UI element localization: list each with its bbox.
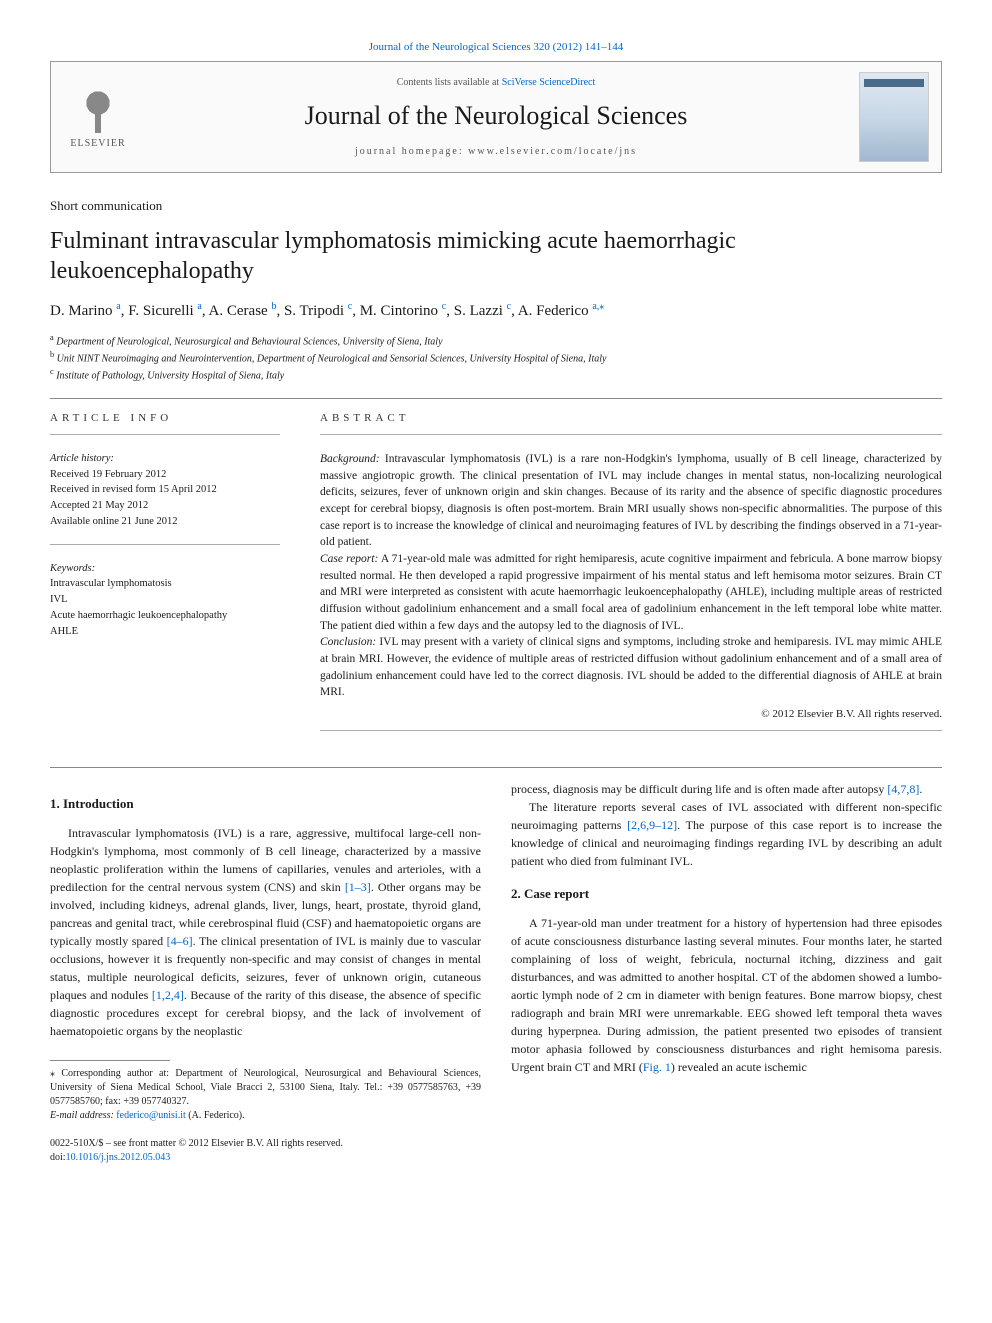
footer-doi: doi:10.1016/j.jns.2012.05.043 (50, 1151, 481, 1165)
rule-info-top (50, 434, 280, 435)
rule-1 (50, 398, 942, 399)
affiliations: a Department of Neurological, Neurosurgi… (50, 332, 942, 384)
journal-header: ELSEVIER Contents lists available at Sci… (50, 61, 942, 173)
case-para-1: A 71-year-old man under treatment for a … (511, 914, 942, 1076)
keywords-label: Keywords: (50, 561, 280, 577)
fig-ref-link[interactable]: Fig. 1 (643, 1060, 671, 1074)
publisher-logo: ELSEVIER (63, 77, 133, 157)
ref-link-4[interactable]: [4,7,8] (887, 782, 919, 796)
history-line: Available online 21 June 2012 (50, 514, 280, 530)
ref-link-3[interactable]: [1,2,4] (152, 988, 184, 1002)
col2-text-1a: process, diagnosis may be difficult duri… (511, 782, 887, 796)
article-type: Short communication (50, 197, 942, 215)
history-line: Received in revised form 15 April 2012 (50, 482, 280, 498)
doi-link[interactable]: 10.1016/j.jns.2012.05.043 (66, 1152, 171, 1163)
conclusion-text: IVL may present with a variety of clinic… (320, 636, 942, 698)
body-column-left: 1. Introduction Intravascular lymphomato… (50, 780, 481, 1165)
authors-list: D. Marino a, F. Sicurelli a, A. Cerase b… (50, 300, 942, 322)
conclusion-label: Conclusion: (320, 636, 376, 648)
abstract-label: ABSTRACT (320, 411, 942, 426)
case-label: Case report: (320, 553, 378, 565)
background-text: Intravascular lymphomatosis (IVL) is a r… (320, 453, 942, 548)
case-text: A 71-year-old male was admitted for righ… (320, 553, 942, 632)
history-line: Received 19 February 2012 (50, 467, 280, 483)
corr-mark: ⁎ (50, 1068, 55, 1079)
background-label: Background: (320, 453, 380, 465)
body-column-right: process, diagnosis may be difficult duri… (511, 780, 942, 1165)
corr-text: Corresponding author at: Department of N… (50, 1068, 481, 1107)
corresponding-mark: ⁎ (599, 301, 604, 312)
homepage-prefix: journal homepage: (355, 146, 468, 157)
abstract-text: Background: Intravascular lymphomatosis … (320, 451, 942, 701)
contents-prefix: Contents lists available at (397, 77, 502, 88)
homepage-line: journal homepage: www.elsevier.com/locat… (153, 145, 839, 159)
article-history: Article history: Received 19 February 20… (50, 451, 280, 530)
keyword-line: IVL (50, 592, 280, 608)
affiliation-line: b Unit NINT Neuroimaging and Neurointerv… (50, 349, 942, 366)
article-title: Fulminant intravascular lymphomatosis mi… (50, 226, 942, 286)
abstract-copyright: © 2012 Elsevier B.V. All rights reserved… (320, 707, 942, 722)
affiliation-line: c Institute of Pathology, University Hos… (50, 366, 942, 383)
intro-para-1: Intravascular lymphomatosis (IVL) is a r… (50, 824, 481, 1040)
authors-names: D. Marino a, F. Sicurelli a, A. Cerase b… (50, 303, 599, 319)
publisher-name: ELSEVIER (70, 137, 125, 151)
rule-abs-bot (320, 730, 942, 731)
keyword-line: Acute haemorrhagic leukoencephalopathy (50, 608, 280, 624)
body-columns: 1. Introduction Intravascular lymphomato… (50, 780, 942, 1165)
doi-label: doi: (50, 1152, 66, 1163)
ref-link-2[interactable]: [4–6] (167, 934, 193, 948)
col2-para-1: process, diagnosis may be difficult duri… (511, 780, 942, 798)
corresponding-mark-link[interactable]: ⁎ (599, 303, 604, 319)
header-center: Contents lists available at SciVerse Sci… (153, 76, 839, 158)
case-text-1b: ) revealed an acute ischemic (671, 1060, 807, 1074)
intro-heading: 1. Introduction (50, 794, 481, 814)
elsevier-tree-icon (73, 83, 123, 133)
article-info-column: ARTICLE INFO Article history: Received 1… (50, 411, 280, 748)
ref-link-5[interactable]: [2,6,9–12] (627, 818, 677, 832)
footer-meta: 0022-510X/$ – see front matter © 2012 El… (50, 1137, 481, 1165)
page-container: Journal of the Neurological Sciences 320… (0, 0, 992, 1205)
homepage-url: www.elsevier.com/locate/jns (468, 146, 637, 157)
keywords-block: Keywords: Intravascular lymphomatosisIVL… (50, 561, 280, 640)
email-link[interactable]: federico@unisi.it (116, 1110, 185, 1121)
email-footnote: E-mail address: federico@unisi.it (A. Fe… (50, 1109, 481, 1123)
keyword-line: Intravascular lymphomatosis (50, 576, 280, 592)
contents-line: Contents lists available at SciVerse Sci… (153, 76, 839, 90)
article-info-label: ARTICLE INFO (50, 411, 280, 426)
col2-text-1b: . (919, 782, 922, 796)
footer-line-1: 0022-510X/$ – see front matter © 2012 El… (50, 1137, 481, 1151)
corresponding-footnote: ⁎ Corresponding author at: Department of… (50, 1067, 481, 1109)
case-heading: 2. Case report (511, 884, 942, 904)
keyword-line: AHLE (50, 624, 280, 640)
sciencedirect-link[interactable]: SciVerse ScienceDirect (502, 77, 596, 88)
top-journal-link[interactable]: Journal of the Neurological Sciences 320… (369, 41, 623, 53)
history-label: Article history: (50, 451, 280, 467)
case-text-1a: A 71-year-old man under treatment for a … (511, 916, 942, 1074)
meta-row: ARTICLE INFO Article history: Received 1… (50, 411, 942, 748)
top-citation-link: Journal of the Neurological Sciences 320… (50, 40, 942, 55)
abstract-column: ABSTRACT Background: Intravascular lymph… (320, 411, 942, 748)
col2-para-2: The literature reports several cases of … (511, 798, 942, 870)
affiliation-line: a Department of Neurological, Neurosurgi… (50, 332, 942, 349)
ref-link-1[interactable]: [1–3] (345, 880, 371, 894)
journal-cover-thumb (859, 72, 929, 162)
journal-name: Journal of the Neurological Sciences (153, 98, 839, 134)
rule-2 (50, 767, 942, 768)
email-suffix: (A. Federico). (188, 1110, 244, 1121)
email-label: E-mail address: (50, 1110, 114, 1121)
history-line: Accepted 21 May 2012 (50, 498, 280, 514)
rule-info-mid (50, 544, 280, 545)
footnote-rule (50, 1060, 170, 1061)
rule-abs-top (320, 434, 942, 435)
